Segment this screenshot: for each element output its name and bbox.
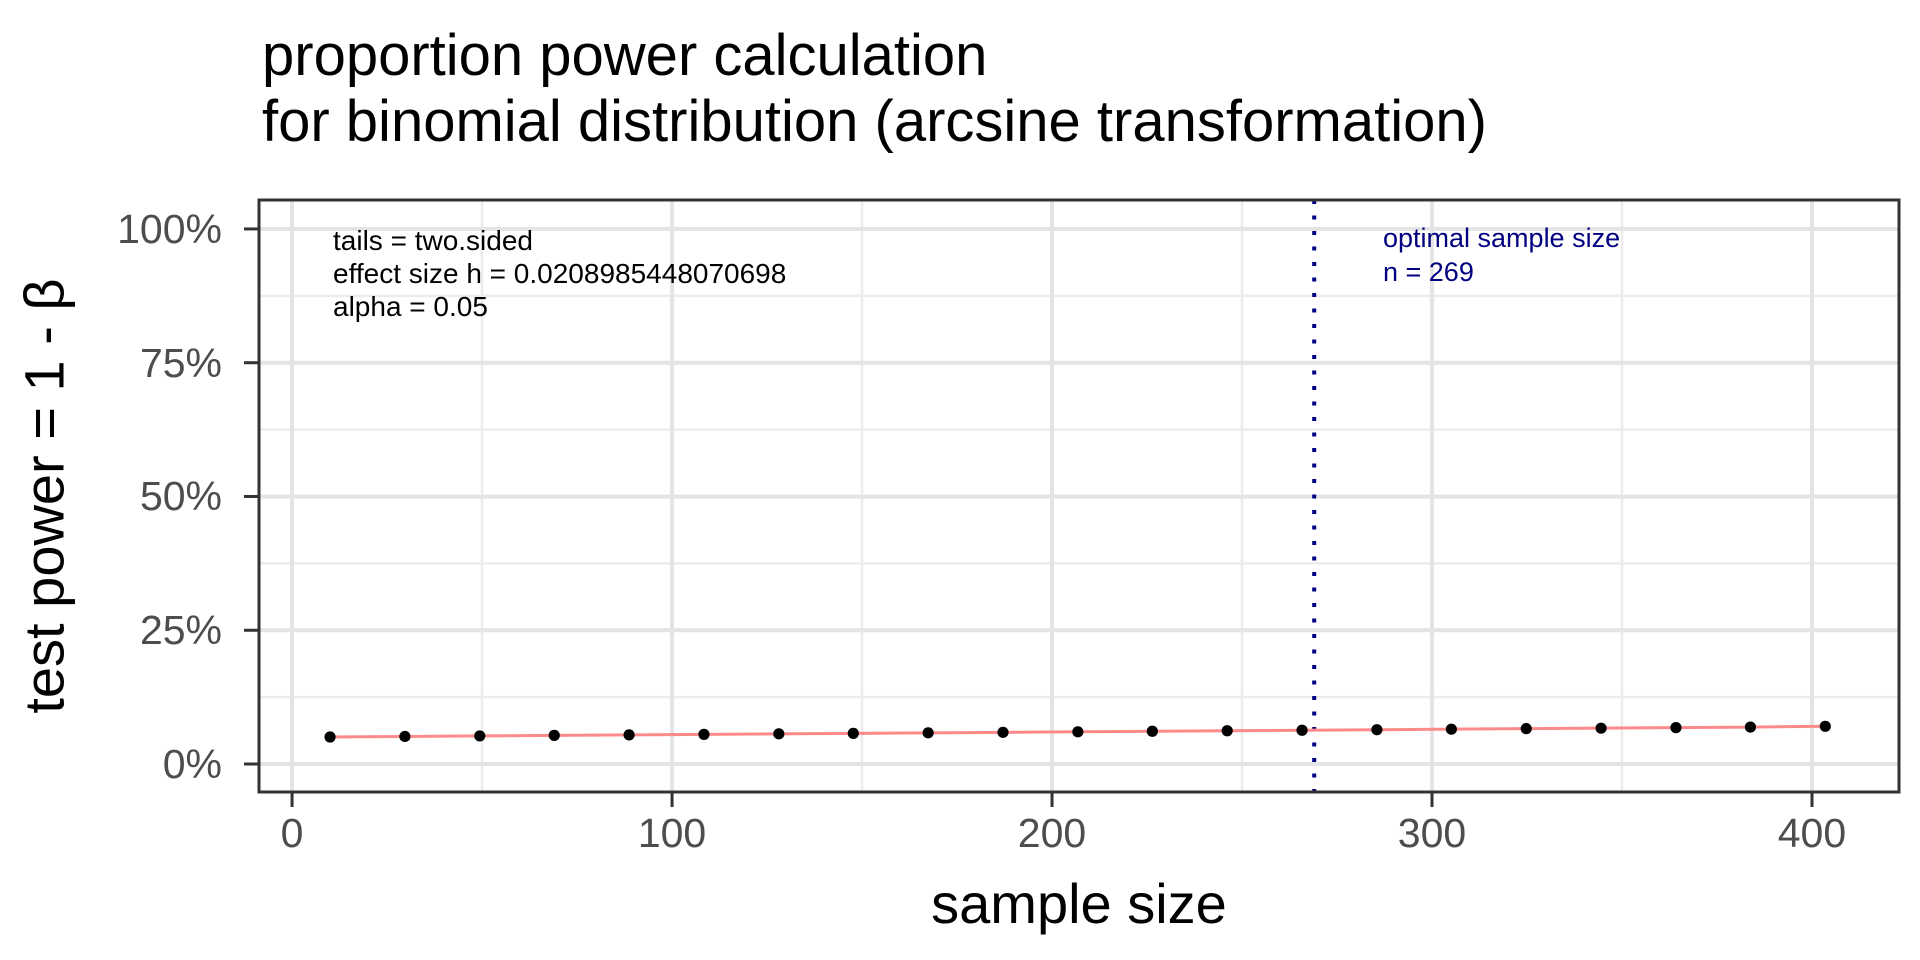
data-point (1670, 722, 1682, 734)
x-tick-label: 400 (1777, 810, 1847, 856)
data-point (1595, 722, 1607, 734)
data-point (1819, 720, 1831, 732)
optimal-label-line2: n = 269 (1383, 257, 1474, 287)
minor-gridlines (259, 200, 1899, 792)
data-point (922, 727, 934, 739)
x-tick-label: 200 (1017, 810, 1087, 856)
optimal-label-line1: optimal sample size (1383, 223, 1621, 253)
data-point (623, 729, 635, 741)
y-tick-label: 75% (139, 339, 222, 386)
data-point (847, 727, 859, 739)
annotation-tails: tails = two.sided (333, 225, 533, 256)
data-point (1445, 723, 1457, 735)
data-point (773, 728, 785, 740)
data-point (1072, 726, 1084, 738)
data-point (548, 729, 560, 741)
data-point (1520, 723, 1532, 735)
y-tick-label: 50% (139, 473, 222, 520)
data-point (1296, 724, 1308, 736)
data-point (399, 730, 411, 743)
y-tick-label: 25% (139, 607, 222, 654)
x-tick-label: 0 (280, 810, 304, 856)
y-tick-label: 0% (162, 741, 222, 788)
data-point (1371, 724, 1383, 736)
panel-border (257, 198, 1901, 794)
data-point (324, 731, 336, 743)
data-point (474, 730, 486, 742)
axis-tick-marks (244, 227, 1814, 807)
plot-title: proportion power calculation for binomia… (262, 23, 1487, 155)
data-point (997, 726, 1009, 738)
annotation-effect-size: effect size h = 0.0208985448070698 (333, 258, 787, 289)
annotation-alpha: alpha = 0.05 (333, 291, 488, 322)
plot-title-line1: proportion power calculation (262, 23, 988, 88)
parameter-annotations: tails = two.sided effect size h = 0.0208… (333, 224, 786, 323)
x-axis-title: sample size (931, 872, 1227, 935)
data-points (324, 720, 1831, 743)
data-point (1146, 725, 1158, 737)
y-tick-label: 100% (117, 205, 222, 252)
data-point (1221, 725, 1233, 737)
plot-title-line2: for binomial distribution (arcsine trans… (262, 89, 1487, 154)
data-point (1744, 721, 1757, 733)
panel-border-rect (257, 198, 1901, 794)
major-gridlines (259, 200, 1899, 792)
x-tick-label: 100 (637, 810, 707, 856)
data-point (698, 728, 710, 740)
x-tick-label: 300 (1397, 810, 1467, 856)
optimal-sample-size-label: optimal sample size n = 269 (1383, 221, 1620, 289)
